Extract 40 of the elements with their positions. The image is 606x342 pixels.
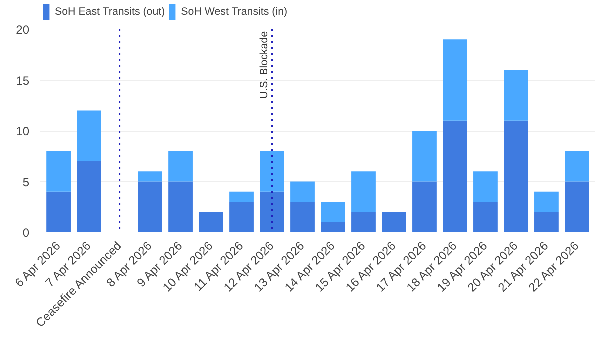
bar bbox=[260, 192, 284, 232]
bar bbox=[321, 202, 346, 222]
y-tick-label: 20 bbox=[16, 23, 30, 37]
bar bbox=[260, 151, 284, 192]
bar bbox=[565, 151, 590, 182]
bar bbox=[352, 172, 376, 212]
legend-label: SoH East Transits (out) bbox=[55, 6, 166, 18]
legend-label: SoH West Transits (in) bbox=[181, 6, 288, 18]
ref-line-label: U.S. Blockade bbox=[258, 31, 270, 100]
y-tick-label: 15 bbox=[16, 74, 30, 88]
bar bbox=[230, 192, 254, 202]
bar bbox=[168, 151, 193, 182]
bar bbox=[138, 172, 162, 182]
bar bbox=[168, 182, 193, 232]
bar bbox=[565, 182, 590, 232]
y-tick-label: 5 bbox=[22, 175, 30, 190]
bar bbox=[230, 202, 254, 232]
bar bbox=[474, 202, 498, 232]
bar bbox=[352, 212, 376, 232]
bar bbox=[77, 110, 102, 162]
bar bbox=[412, 131, 437, 182]
bar bbox=[46, 151, 71, 192]
bar bbox=[443, 40, 468, 121]
bar bbox=[77, 161, 102, 232]
y-tick-label: 10 bbox=[16, 124, 30, 138]
bar bbox=[412, 182, 437, 232]
bar bbox=[46, 192, 71, 232]
bar bbox=[290, 182, 315, 202]
bar bbox=[321, 222, 346, 232]
bar bbox=[443, 120, 468, 232]
bar bbox=[504, 120, 528, 232]
bar bbox=[534, 192, 559, 212]
bar bbox=[138, 182, 162, 232]
bar bbox=[534, 212, 559, 232]
bar bbox=[290, 202, 315, 232]
bar bbox=[474, 172, 498, 202]
bar bbox=[382, 212, 406, 232]
y-tick-label: 0 bbox=[22, 226, 30, 240]
bar bbox=[199, 212, 224, 232]
bar bbox=[504, 70, 528, 121]
